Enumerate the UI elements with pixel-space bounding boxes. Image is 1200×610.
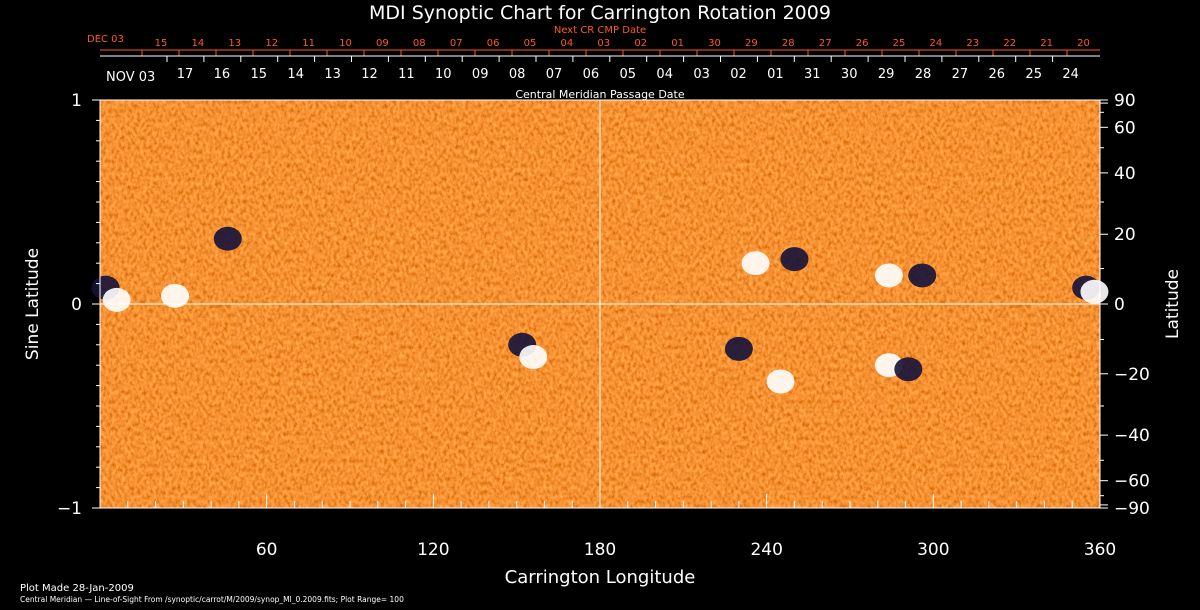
white-tick-label: 29 <box>878 67 895 82</box>
white-tick-label: 13 <box>324 67 341 82</box>
active-region-positive <box>102 287 131 312</box>
plot-area <box>91 99 1109 509</box>
active-region-negative <box>724 336 753 361</box>
white-tick-label: 31 <box>804 67 821 82</box>
white-tick-label: 02 <box>730 67 747 82</box>
red-tick-label: 24 <box>930 38 943 49</box>
red-tick-label: 13 <box>228 38 241 49</box>
red-tick-label: 05 <box>524 38 537 49</box>
red-tick-label: 28 <box>782 38 795 49</box>
white-tick-label: 01 <box>767 67 784 82</box>
y-axis-label-left: Sine Latitude <box>23 248 43 360</box>
white-tick-label: 24 <box>1062 67 1079 82</box>
red-tick-label: 03 <box>597 38 610 49</box>
y-right-tick-label: −60 <box>1114 472 1150 492</box>
white-tick-label: 28 <box>915 67 932 82</box>
red-tick-label: 23 <box>966 38 979 49</box>
x-tick-label: 60 <box>256 540 278 560</box>
red-tick-label: 11 <box>302 38 315 49</box>
white-tick-label: 04 <box>656 67 673 82</box>
white-tick-label: 11 <box>398 67 415 82</box>
red-tick-label: 04 <box>561 38 574 49</box>
active-region-negative <box>894 357 923 382</box>
white-date-axis: 17 16 15 14 13 12 11 10 09 08 07 06 05 04 03 02 01 31 30 29… <box>100 55 1100 82</box>
red-tick-label: 09 <box>376 38 389 49</box>
red-tick-label: 14 <box>192 38 205 49</box>
longitude-axis: 60 120 180 240 300 360 <box>99 494 1116 560</box>
white-tick-label: 10 <box>435 67 452 82</box>
active-region-positive <box>766 369 795 394</box>
next-cr-cmp-label: Next CR CMP Date <box>554 25 646 36</box>
red-tick-label: 02 <box>634 38 647 49</box>
red-tick-label: 12 <box>265 38 278 49</box>
red-tick-label: 26 <box>856 38 869 49</box>
red-tick-label: 20 <box>1077 38 1090 49</box>
x-tick-label: 120 <box>417 540 449 560</box>
y-left-tick-label: 1 <box>71 91 82 111</box>
latitude-axis: 90 60 40 20 0 −20 −40 −60 −90 <box>1100 91 1150 519</box>
active-region-negative <box>213 226 242 251</box>
chart-title: MDI Synoptic Chart for Carrington Rotati… <box>369 2 831 24</box>
white-tick-label: 17 <box>177 67 194 82</box>
white-tick-label: 05 <box>620 67 637 82</box>
white-month-label: NOV 03 <box>106 70 155 85</box>
white-tick-label: 14 <box>287 67 304 82</box>
x-tick-label: 300 <box>917 540 949 560</box>
white-tick-label: 09 <box>472 67 489 82</box>
red-month-label: DEC 03 <box>87 34 124 45</box>
white-tick-label: 06 <box>583 67 600 82</box>
red-tick-label: 10 <box>339 38 352 49</box>
red-tick-label: 07 <box>450 38 463 49</box>
white-tick-label: 16 <box>214 67 231 82</box>
red-date-axis: 15 14 13 12 11 10 09 08 07 06 05 04 03 02 01 30 29 28 27 26… <box>100 38 1100 56</box>
active-region-positive <box>161 283 189 308</box>
y-axis-label-right: Latitude <box>1163 269 1183 339</box>
y-left-tick-label: 0 <box>71 295 82 315</box>
red-tick-label: 15 <box>155 38 168 49</box>
active-region-positive <box>1080 279 1109 304</box>
x-axis-label: Carrington Longitude <box>505 567 696 588</box>
y-right-tick-label: −40 <box>1114 426 1150 446</box>
red-tick-label: 30 <box>708 38 721 49</box>
y-left-tick-label: −1 <box>57 499 82 519</box>
x-tick-label: 360 <box>1084 540 1116 560</box>
white-tick-label: 25 <box>1025 67 1042 82</box>
x-tick-label: 240 <box>750 540 782 560</box>
red-tick-label: 27 <box>819 38 832 49</box>
plot-made-note: Plot Made 28-Jan-2009 <box>20 583 134 594</box>
white-tick-label: 12 <box>361 67 378 82</box>
active-region-positive <box>519 345 548 370</box>
active-region-negative <box>780 247 809 272</box>
central-meridian-passage-label: Central Meridian Passage Date <box>515 88 684 101</box>
white-tick-label: 30 <box>841 67 858 82</box>
white-tick-label: 03 <box>693 67 710 82</box>
red-tick-label: 22 <box>1003 38 1016 49</box>
y-right-tick-label: 20 <box>1114 225 1136 245</box>
red-tick-label: 06 <box>487 38 500 49</box>
sine-latitude-axis: 1 0 −1 <box>57 91 100 519</box>
y-right-tick-label: −90 <box>1114 499 1150 519</box>
white-tick-label: 08 <box>509 67 526 82</box>
y-right-tick-label: −20 <box>1114 365 1150 385</box>
red-tick-label: 25 <box>893 38 906 49</box>
white-tick-label: 26 <box>989 67 1006 82</box>
y-right-tick-label: 90 <box>1114 91 1136 111</box>
y-right-tick-label: 60 <box>1114 118 1136 138</box>
red-tick-label: 08 <box>413 38 426 49</box>
white-tick-label: 07 <box>546 67 563 82</box>
red-tick-label: 21 <box>1040 38 1053 49</box>
source-note: Central Meridian — Line-of-Sight From /s… <box>20 595 404 604</box>
active-region-positive <box>874 263 903 288</box>
red-tick-label: 01 <box>671 38 684 49</box>
white-tick-label: 15 <box>251 67 268 82</box>
y-right-tick-label: 0 <box>1114 295 1125 315</box>
active-region-positive <box>741 251 770 276</box>
red-tick-label: 29 <box>745 38 758 49</box>
y-right-tick-label: 40 <box>1114 164 1136 184</box>
x-tick-label: 180 <box>584 540 616 560</box>
active-region-negative <box>908 263 937 288</box>
active-regions <box>91 226 1109 394</box>
white-tick-label: 27 <box>952 67 969 82</box>
